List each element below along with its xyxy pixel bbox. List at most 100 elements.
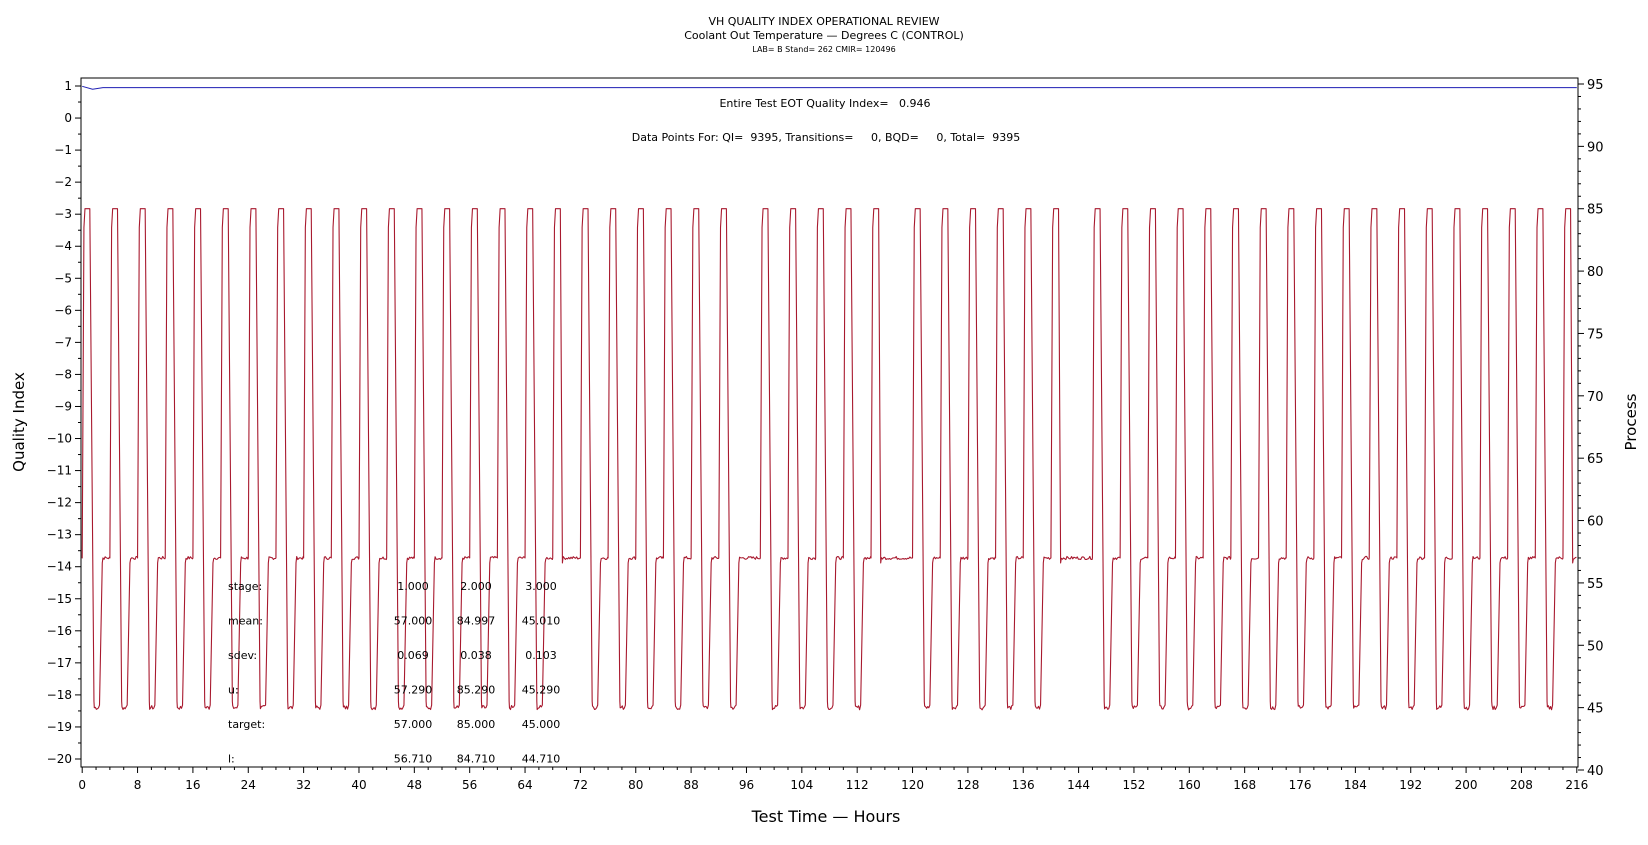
chart-title: VH QUALITY INDEX OPERATIONAL REVIEW — [708, 15, 939, 28]
y-right-tick-label: 65 — [1587, 452, 1604, 467]
y-right-tick-label: 70 — [1587, 390, 1604, 405]
y-left-tick-label: −2 — [54, 175, 72, 189]
y-right-tick-label: 85 — [1587, 203, 1604, 218]
y-right-tick-label: 75 — [1587, 327, 1604, 342]
y-left-tick-label: −3 — [54, 207, 72, 221]
y-left-tick-label: −6 — [54, 303, 72, 317]
stats-cell: 2.000 — [460, 580, 492, 593]
x-tick-label: 40 — [351, 778, 366, 792]
series-quality-index — [82, 85, 1577, 90]
x-tick-label: 168 — [1233, 778, 1256, 792]
stats-cell: 57.290 — [394, 684, 433, 697]
stats-cell: 45.010 — [522, 615, 561, 628]
x-tick-label: 152 — [1123, 778, 1146, 792]
y-right-tick-label: 50 — [1587, 639, 1604, 654]
annotation-quality-index: Entire Test EOT Quality Index= 0.946 — [719, 97, 930, 110]
stats-cell: 44.710 — [522, 753, 561, 766]
stats-cell: 0.103 — [525, 649, 557, 662]
y-left-tick-label: −17 — [47, 656, 72, 670]
x-tick-label: 96 — [739, 778, 754, 792]
stats-row-label: l: — [228, 753, 235, 766]
y-left-tick-label: −7 — [54, 335, 72, 349]
x-tick-label: 160 — [1178, 778, 1201, 792]
y-axis-left-label: Quality Index — [10, 372, 28, 472]
y-left-tick-label: −10 — [47, 432, 72, 446]
x-tick-label: 200 — [1455, 778, 1478, 792]
y-left-tick-label: −16 — [47, 624, 72, 638]
stats-cell: 0.038 — [460, 649, 492, 662]
x-axis-label: Test Time — Hours — [751, 807, 901, 826]
stats-row-label: mean: — [228, 615, 263, 628]
y-left-tick-label: −20 — [47, 752, 72, 766]
y-right-tick-label: 95 — [1587, 78, 1604, 93]
y-left-tick-label: −9 — [54, 399, 72, 413]
series-process — [81, 208, 1577, 711]
x-tick-label: 48 — [407, 778, 422, 792]
stats-cell: 0.069 — [397, 649, 429, 662]
y-left-tick-label: −18 — [47, 688, 72, 702]
x-tick-label: 72 — [573, 778, 588, 792]
stats-cell: 45.000 — [522, 718, 561, 731]
chart-subtitle2: LAB= B Stand= 262 CMIR= 120496 — [752, 45, 895, 54]
stats-row-label: stage: — [228, 580, 262, 593]
x-tick-label: 0 — [78, 778, 86, 792]
chart-subtitle: Coolant Out Temperature — Degrees C (CON… — [684, 29, 964, 42]
annotation-data-points: Data Points For: QI= 9395, Transitions= … — [632, 131, 1020, 144]
x-tick-label: 136 — [1012, 778, 1035, 792]
x-tick-label: 24 — [241, 778, 256, 792]
x-tick-label: 104 — [790, 778, 813, 792]
y-left-tick-label: −1 — [54, 143, 72, 157]
x-tick-label: 184 — [1344, 778, 1367, 792]
plot-layer — [81, 85, 1577, 711]
y-left-tick-label: 1 — [64, 79, 72, 93]
x-tick-label: 56 — [462, 778, 477, 792]
y-right-tick-label: 40 — [1587, 764, 1604, 779]
stats-cell: 1.000 — [397, 580, 429, 593]
stats-row-label: sdev: — [228, 649, 257, 662]
x-tick-label: 128 — [956, 778, 979, 792]
y-right-tick-label: 60 — [1587, 515, 1604, 530]
stats-table: stage: 1.000 2.000 3.000 mean: 57.000 84.997 45… — [228, 580, 560, 766]
y-right-tick-label: 45 — [1587, 702, 1604, 717]
y-left-tick-label: −14 — [47, 560, 72, 574]
stats-cell: 57.000 — [394, 718, 433, 731]
stats-cell: 57.000 — [394, 615, 433, 628]
y-left-tick-label: −5 — [54, 271, 72, 285]
y-left-tick-label: −4 — [54, 239, 72, 253]
x-tick-label: 64 — [517, 778, 532, 792]
stats-cell: 85.290 — [457, 684, 496, 697]
stats-cell: 84.710 — [457, 753, 496, 766]
stats-cell: 84.997 — [457, 615, 496, 628]
y-right-tick-label: 90 — [1587, 140, 1604, 155]
x-tick-label: 16 — [185, 778, 200, 792]
stats-row-label: target: — [228, 718, 265, 731]
x-tick-label: 88 — [683, 778, 698, 792]
x-tick-label: 216 — [1565, 778, 1588, 792]
x-tick-label: 144 — [1067, 778, 1090, 792]
stats-cell: 85.000 — [457, 718, 496, 731]
axes-layer: 0 8 16 24 32 40 48 56 64 72 80 88 96 104 112 120 128 136 1… — [47, 78, 1604, 792]
x-tick-label: 176 — [1289, 778, 1312, 792]
stats-cell: 3.000 — [525, 580, 557, 593]
y-axis-right-label: Process — [1622, 393, 1640, 450]
stats-cell: 45.290 — [522, 684, 561, 697]
y-left-tick-label: −19 — [47, 720, 72, 734]
y-left-tick-label: 0 — [64, 111, 72, 125]
y-left-tick-label: −15 — [47, 592, 72, 606]
y-right-tick-label: 80 — [1587, 265, 1604, 280]
x-tick-label: 8 — [134, 778, 142, 792]
stats-cell: 56.710 — [394, 753, 433, 766]
x-tick-label: 192 — [1399, 778, 1422, 792]
x-tick-label: 80 — [628, 778, 643, 792]
y-left-tick-label: −12 — [47, 496, 72, 510]
x-tick-label: 32 — [296, 778, 311, 792]
stats-row-label: u: — [228, 684, 239, 697]
y-left-tick-label: −8 — [54, 367, 72, 381]
x-tick-label: 112 — [846, 778, 869, 792]
y-left-tick-label: −13 — [47, 528, 72, 542]
x-tick-label: 120 — [901, 778, 924, 792]
y-right-tick-label: 55 — [1587, 577, 1604, 592]
x-tick-label: 208 — [1510, 778, 1533, 792]
y-left-tick-label: −11 — [47, 464, 72, 478]
